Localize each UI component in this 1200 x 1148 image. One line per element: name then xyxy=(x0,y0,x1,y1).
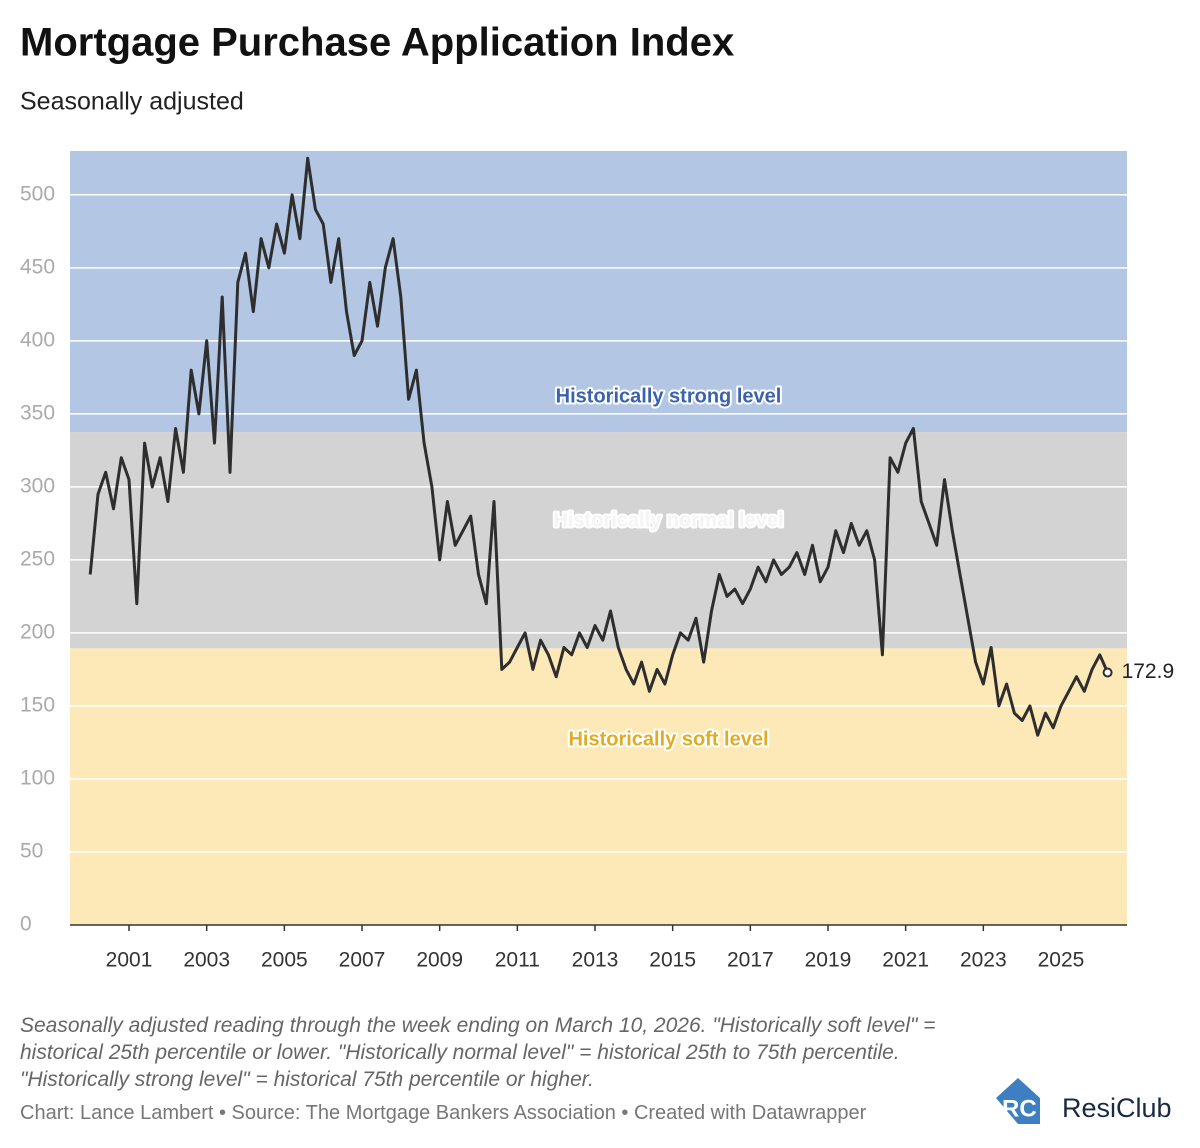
band-label: Historically strong level xyxy=(556,385,782,407)
x-tick-label: 2001 xyxy=(106,949,153,972)
x-tick-label: 2003 xyxy=(183,949,230,972)
y-tick-label: 400 xyxy=(20,328,55,351)
chart-title: Mortgage Purchase Application Index xyxy=(20,21,734,65)
footnote: Seasonally adjusted reading through the … xyxy=(20,1014,936,1091)
x-tick-label: 2019 xyxy=(805,949,852,972)
y-tick-label: 0 xyxy=(20,913,32,936)
y-tick-label: 100 xyxy=(20,767,55,790)
brand-logo: RC xyxy=(996,1078,1040,1124)
series-line xyxy=(88,156,1109,737)
logo-icon xyxy=(996,1078,1040,1124)
brand-name: ResiClub xyxy=(1062,1093,1172,1123)
band-label: Historically soft level xyxy=(568,729,768,751)
band xyxy=(70,648,1127,925)
x-tick-label: 2005 xyxy=(261,949,308,972)
logo-letters: RC xyxy=(1002,1095,1037,1122)
x-tick-label: 2017 xyxy=(727,949,774,972)
chart-subtitle: Seasonally adjusted xyxy=(20,88,244,116)
y-tick-label: 350 xyxy=(20,401,55,424)
y-tick-label: 150 xyxy=(20,693,55,716)
y-tick-label: 450 xyxy=(20,255,55,278)
band xyxy=(70,151,1127,433)
x-tick-label: 2015 xyxy=(649,949,696,972)
band xyxy=(70,432,1127,649)
end-marker xyxy=(1102,667,1113,678)
end-value-label: 172.9 xyxy=(1122,660,1175,683)
y-tick-label: 200 xyxy=(20,620,55,643)
credit: Chart: Lance Lambert • Source: The Mortg… xyxy=(20,1102,867,1124)
x-tick-label: 2025 xyxy=(1038,949,1085,972)
x-tick-label: 2013 xyxy=(572,949,619,972)
y-tick-label: 250 xyxy=(20,547,55,570)
x-tick-label: 2023 xyxy=(960,949,1007,972)
y-tick-label: 300 xyxy=(20,474,55,497)
x-tick-label: 2021 xyxy=(882,949,929,972)
x-tick-label: 2007 xyxy=(339,949,386,972)
y-tick-label: 50 xyxy=(20,840,43,863)
y-tick-label: 500 xyxy=(20,182,55,205)
x-tick-label: 2011 xyxy=(495,949,540,972)
band-label: Historically normal level xyxy=(553,509,783,531)
x-tick-label: 2009 xyxy=(416,949,463,972)
